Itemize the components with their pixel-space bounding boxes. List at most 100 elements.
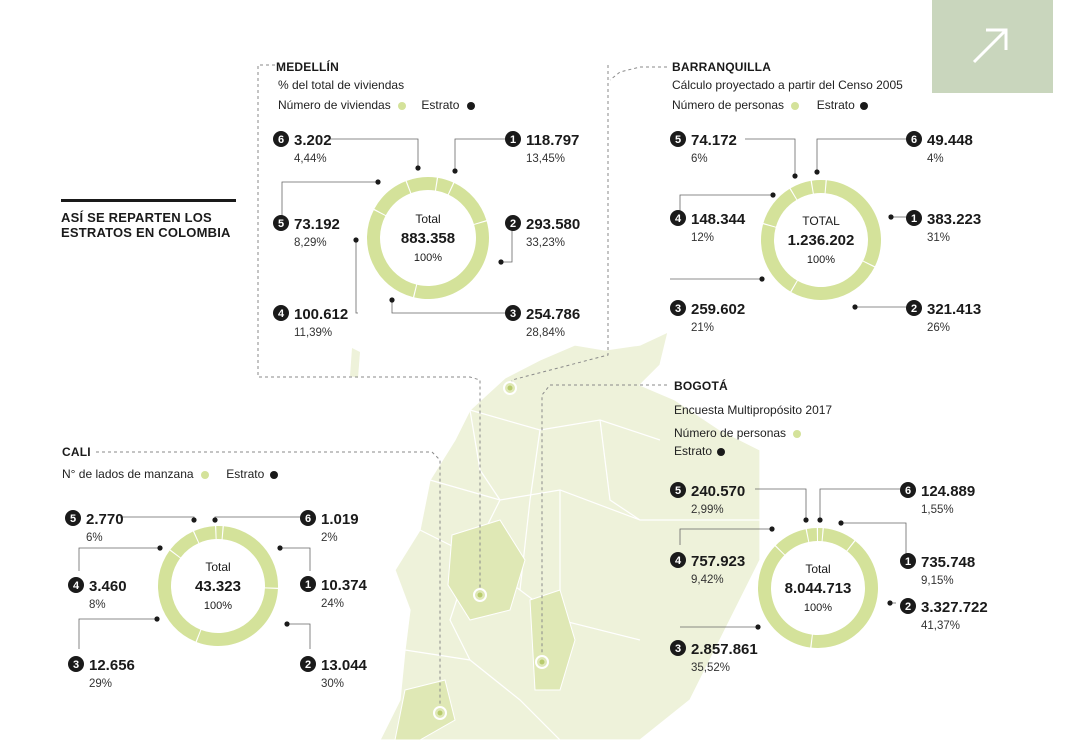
bogota-slice-estrato-2[interactable] (811, 541, 879, 648)
medellin-value-label-5: 73.192 (294, 216, 340, 233)
barranquilla-estrato-badge-1 (906, 210, 922, 226)
cali-slice-estrato-1[interactable] (222, 526, 278, 588)
cali-estrato-number-1: 1 (305, 579, 311, 591)
medellin-estrato-number-6: 6 (278, 134, 284, 146)
barranquilla-estrato-number-6: 6 (911, 134, 917, 146)
barranquilla-anchor-dot-2 (852, 304, 858, 310)
medellin-leader-line-4 (355, 240, 358, 314)
cali-slice-estrato-6[interactable] (216, 526, 223, 540)
barranquilla-slice-estrato-3[interactable] (761, 224, 797, 292)
barranquilla-city-title: BARRANQUILLA (672, 60, 772, 74)
cali-anchor-dot-6 (212, 517, 218, 523)
location-marker-medellin[interactable] (473, 588, 487, 602)
bogota-estrato-number-1: 1 (905, 556, 911, 568)
medellin-leader-line-5 (281, 181, 378, 223)
barranquilla-legend: Número de personas Estrato (672, 98, 869, 112)
barranquilla-value-label-3: 259.602 (691, 301, 745, 318)
cali-estrato-badge-1 (300, 576, 316, 592)
cali-estrato-badge-4 (68, 577, 84, 593)
location-marker-cali[interactable] (433, 706, 447, 720)
cali-estrato-badge-3 (68, 656, 84, 672)
medellin-slice-estrato-4[interactable] (374, 181, 411, 216)
cali-estrato-number-5: 5 (70, 513, 76, 525)
bogota-estrato-number-2: 2 (905, 601, 911, 613)
cali-slice-estrato-3[interactable] (158, 550, 201, 642)
barranquilla-slice-estrato-6[interactable] (811, 180, 826, 194)
medellin-slice-estrato-5[interactable] (406, 176, 437, 194)
barranquilla-slice-estrato-5[interactable] (790, 180, 813, 200)
barranquilla-slice-estrato-2[interactable] (791, 261, 875, 301)
arrow-up-right-icon (972, 28, 1008, 64)
medellin-percent-label-3: 28,84% (526, 327, 565, 339)
bogota-slice-estrato-3[interactable] (758, 546, 812, 648)
medellin-slice-estrato-1[interactable] (448, 182, 487, 224)
bogota-estrato-number-6: 6 (905, 485, 911, 497)
barranquilla-total-value: 1.236.202 (788, 232, 855, 249)
medellin-slice-estrato-2[interactable] (414, 221, 489, 299)
medellin-total-percent: 100% (414, 252, 442, 264)
medellin-legend: Número de viviendas Estrato (278, 98, 475, 112)
cali-slice-estrato-5[interactable] (194, 526, 216, 543)
barranquilla-center-label: TOTAL (802, 214, 840, 228)
cali-leader-line-5 (120, 516, 195, 520)
cali-estrato-badge-5 (65, 510, 81, 526)
cali-slice-estrato-2[interactable] (196, 588, 278, 646)
location-marker-bogota[interactable] (535, 655, 549, 669)
bogota-percent-label-5: 2,99% (691, 504, 724, 516)
medellin-leader-line-1 (454, 138, 505, 171)
cali-value-label-1: 10.374 (321, 577, 368, 594)
cali-anchor-dot-4 (157, 545, 163, 551)
medellin-subtitle: % del total de viviendas (278, 78, 405, 92)
barranquilla-value-label-1: 383.223 (927, 211, 981, 228)
cali-total-value: 43.323 (195, 578, 241, 595)
bogota-estrato-badge-1 (900, 553, 916, 569)
barranquilla-anchor-dot-6 (814, 169, 820, 175)
bogota-slice-estrato-5[interactable] (806, 528, 818, 542)
bogota-value-label-6: 124.889 (921, 483, 975, 500)
cali-total-percent: 100% (204, 600, 232, 612)
barranquilla-anchor-dot-5 (792, 173, 798, 179)
medellin-value-label-2: 293.580 (526, 216, 580, 233)
cali-leader-line-6 (214, 516, 300, 520)
bogota-percent-label-6: 1,55% (921, 504, 954, 516)
bogota-slice-estrato-1[interactable] (822, 528, 855, 551)
bogota-slice-estrato-4[interactable] (775, 529, 809, 555)
bogota-legend-estrato: Estrato (674, 444, 726, 458)
medellin-slice-estrato-6[interactable] (435, 177, 454, 195)
expand-button[interactable]: arrow-up-right-icon (932, 0, 1053, 93)
medellin-estrato-badge-5 (273, 215, 289, 231)
bogota-percent-label-3: 35,52% (691, 662, 730, 674)
bogota-subtitle: Encuesta Multipropósito 2017 (674, 403, 833, 417)
medellin-estrato-number-2: 2 (510, 218, 516, 230)
colombia-map (350, 330, 761, 740)
barranquilla-anchor-dot-1 (888, 214, 894, 220)
medellin-estrato-badge-2 (505, 215, 521, 231)
medellin-estrato-badge-6 (273, 131, 289, 147)
barranquilla-percent-label-4: 12% (691, 232, 714, 244)
barranquilla-leader-line-6 (816, 138, 906, 172)
barranquilla-percent-label-6: 4% (927, 153, 944, 165)
bogota-value-label-3: 2.857.861 (691, 641, 758, 658)
location-marker-barranquilla[interactable] (503, 381, 517, 395)
cali-value-label-4: 3.460 (89, 578, 127, 595)
barranquilla-slice-estrato-1[interactable] (825, 180, 881, 267)
bogota-anchor-dot-6 (817, 517, 823, 523)
medellin-anchor-dot-5 (375, 179, 381, 185)
medellin-leader-line-6 (330, 138, 419, 168)
legend-metric-label: Número de personas (672, 98, 785, 112)
medellin-estrato-number-1: 1 (510, 134, 516, 146)
medellin-slice-estrato-3[interactable] (367, 210, 417, 298)
legend-estrato-label: Estrato (674, 444, 713, 458)
bogota-slice-estrato-6[interactable] (818, 528, 823, 542)
medellin-percent-label-4: 11,39% (294, 327, 332, 339)
colombia-map-shape (379, 330, 761, 740)
cali-legend: N° de lados de manzana Estrato (62, 467, 278, 481)
barranquilla-slice-estrato-4[interactable] (763, 188, 797, 227)
cali-percent-label-5: 6% (86, 532, 103, 544)
legend-estrato-label: Estrato (816, 98, 855, 112)
cali-estrato-number-3: 3 (73, 659, 79, 671)
barranquilla-estrato-badge-4 (670, 210, 686, 226)
cali-slice-estrato-4[interactable] (170, 531, 199, 558)
barranquilla-value-label-6: 49.448 (927, 132, 973, 149)
